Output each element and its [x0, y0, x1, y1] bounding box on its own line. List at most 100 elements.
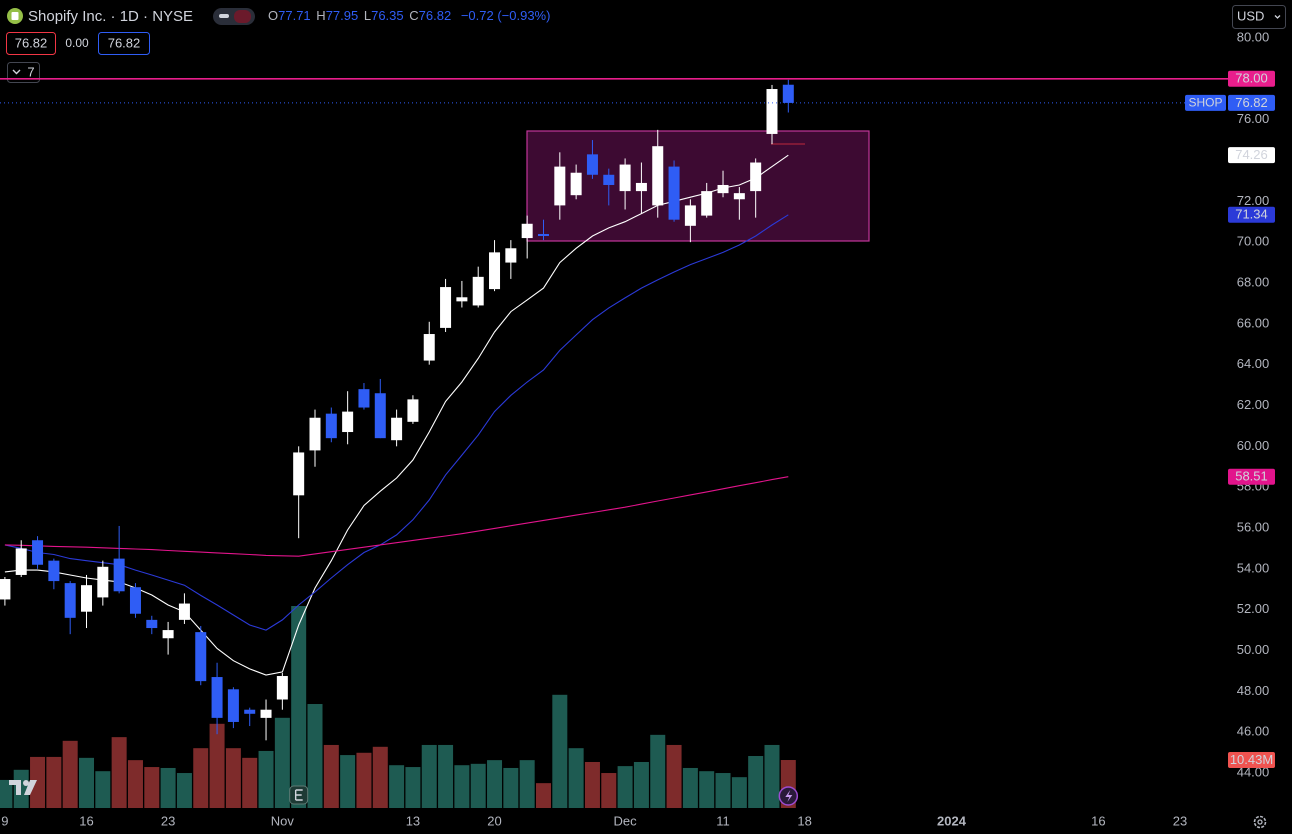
candle-body: [162, 630, 174, 639]
volume-bar: [258, 750, 274, 808]
y-tick-label: 68.00: [1237, 274, 1270, 289]
symbol-title: Shopify Inc. · 1D · NYSE: [28, 8, 193, 25]
candle-body: [0, 579, 11, 600]
candle-body: [211, 677, 223, 718]
volume-bar: [372, 746, 388, 808]
volume-bar: [699, 771, 715, 808]
y-tick-label: 66.00: [1237, 315, 1270, 330]
indicator-toggle[interactable]: 7: [7, 62, 40, 83]
candle-body: [15, 548, 27, 575]
volume-bar: [405, 767, 421, 808]
candle-body: [391, 417, 403, 441]
x-tick-label: 11: [716, 813, 730, 828]
volume-bar: [225, 748, 241, 808]
hline-tag-bg: [1228, 70, 1275, 87]
ma-tag: 74.26: [1235, 147, 1268, 162]
candle-body: [440, 287, 452, 328]
y-tick-label: 56.00: [1237, 519, 1270, 534]
volume-bar: [323, 744, 339, 808]
volume-bar: [584, 761, 600, 808]
y-tick-label: 76.00: [1237, 111, 1270, 126]
candle-body: [782, 84, 794, 103]
volume-bar: [421, 744, 437, 808]
earnings-marker: [289, 785, 309, 805]
candle-body: [635, 182, 647, 192]
x-tick-label: 20: [487, 813, 501, 828]
volume-bar: [111, 737, 127, 808]
candle-body: [64, 583, 76, 618]
indicator-box[interactable]: [7, 62, 40, 83]
candle-body: [603, 174, 615, 185]
y-tick-label: 44.00: [1237, 764, 1270, 779]
volume-bar: [291, 606, 307, 808]
ma-tag: 71.34: [1235, 207, 1268, 222]
chevron[interactable]: [1274, 15, 1281, 19]
ohlc-key: O: [268, 8, 278, 23]
hline-tag: 78.00: [1235, 71, 1268, 86]
candle-body: [668, 166, 680, 220]
volume-bar: [568, 748, 584, 808]
candle-body: [32, 540, 44, 565]
logo-v: [24, 780, 37, 795]
volume-bar: [176, 773, 192, 808]
y-tick-label: 48.00: [1237, 683, 1270, 698]
volume-bar: [242, 757, 258, 808]
toggle-wave[interactable]: [234, 10, 251, 23]
spread: 0.00: [65, 36, 89, 50]
candle-body: [325, 413, 337, 439]
volume-bar: [748, 756, 764, 808]
ohlc-key: H: [316, 8, 325, 23]
volume-bar: [95, 771, 111, 808]
toggle-eye[interactable]: [219, 14, 229, 18]
currency-select[interactable]: USD: [1232, 5, 1286, 29]
candle-body: [701, 191, 713, 216]
bid-box[interactable]: [6, 32, 56, 55]
x-tick-label: Nov: [271, 813, 295, 828]
volume-bar: [62, 740, 78, 808]
volume-bar: [503, 767, 519, 808]
x-tick-label: Dec: [614, 813, 638, 828]
volume-bar: [617, 766, 633, 808]
y-tick-label: 46.00: [1237, 724, 1270, 739]
volume-bar: [79, 757, 95, 808]
volume-bar: [160, 767, 176, 808]
chevron[interactable]: [12, 69, 21, 75]
last-price-tag-bg: [1228, 94, 1275, 111]
volume-bar: [519, 760, 535, 808]
candle-body: [586, 154, 598, 175]
visibility-toggle[interactable]: [213, 8, 255, 25]
currency-box[interactable]: [1232, 5, 1286, 29]
volume-bar: [650, 734, 666, 808]
ohlc-value: 76.35: [371, 8, 404, 23]
y-tick-label: 62.00: [1237, 397, 1270, 412]
ma-tag-bg: [1228, 147, 1275, 164]
ask-box[interactable]: [98, 32, 150, 55]
candle-body: [97, 566, 109, 598]
y-tick-label: 70.00: [1237, 234, 1270, 249]
volume-bar: [601, 773, 617, 808]
ohlc-value: 76.82: [419, 8, 452, 23]
volume-bar: [438, 744, 454, 808]
x-tick-label: 23: [161, 813, 175, 828]
volume-bar: [356, 752, 372, 808]
candle-body: [358, 389, 370, 408]
y-tick-label: 64.00: [1237, 356, 1270, 371]
volume-bar: [633, 761, 649, 808]
ohlc-value: 77.95: [326, 8, 359, 23]
candle-body: [766, 89, 778, 134]
candle-body: [619, 164, 631, 192]
candle-body: [684, 205, 696, 226]
candle-body: [456, 297, 468, 302]
volume-bar: [715, 773, 731, 808]
ma-tag-bg: [1228, 468, 1275, 485]
settings-button[interactable]: [1253, 815, 1267, 829]
ohlc-legend: O77.71 H77.95 L76.35 C76.82 −0.72 (−0.93…: [268, 8, 550, 23]
x-tick-label: 18: [797, 813, 811, 828]
ask: 76.82: [108, 35, 141, 50]
candle-body: [48, 560, 60, 582]
gear-ring: [1253, 815, 1267, 829]
candle-body: [374, 393, 386, 439]
ma-tag-bg: [1228, 206, 1275, 223]
y-tick-label: 50.00: [1237, 642, 1270, 657]
